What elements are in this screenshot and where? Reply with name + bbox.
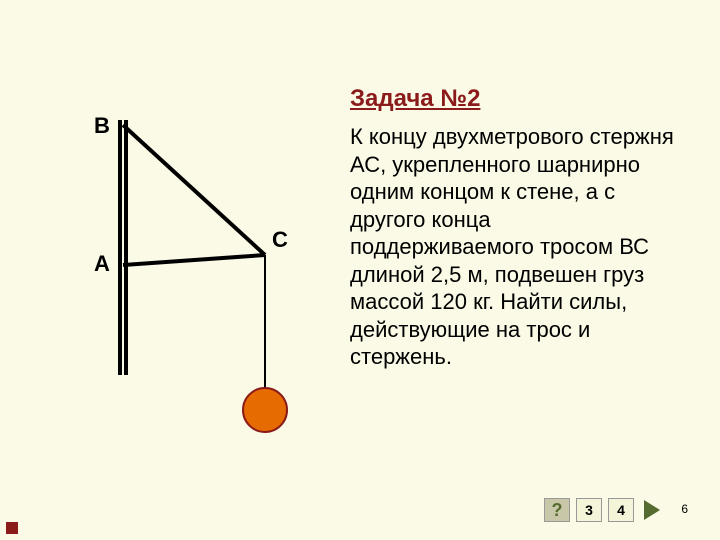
page-number: 6 (681, 502, 688, 516)
nav-button-4[interactable]: 4 (608, 498, 634, 522)
cable-bc (123, 125, 265, 255)
label-b: В (94, 113, 110, 139)
problem-text: К концу двухметрового стержня АС, укрепл… (350, 123, 680, 371)
weight-ball (243, 388, 287, 432)
diagram-svg (90, 115, 340, 455)
nav-button-3[interactable]: 3 (576, 498, 602, 522)
problem-title: Задача №2 (350, 85, 680, 113)
help-button[interactable]: ? (544, 498, 570, 522)
diagram: В А С (90, 115, 340, 455)
corner-decoration (6, 522, 18, 534)
label-c: С (272, 227, 288, 253)
rod-ac (123, 255, 265, 265)
next-arrow-icon[interactable] (644, 500, 660, 520)
nav-controls: ? 3 4 (544, 498, 660, 522)
label-a: А (94, 251, 110, 277)
